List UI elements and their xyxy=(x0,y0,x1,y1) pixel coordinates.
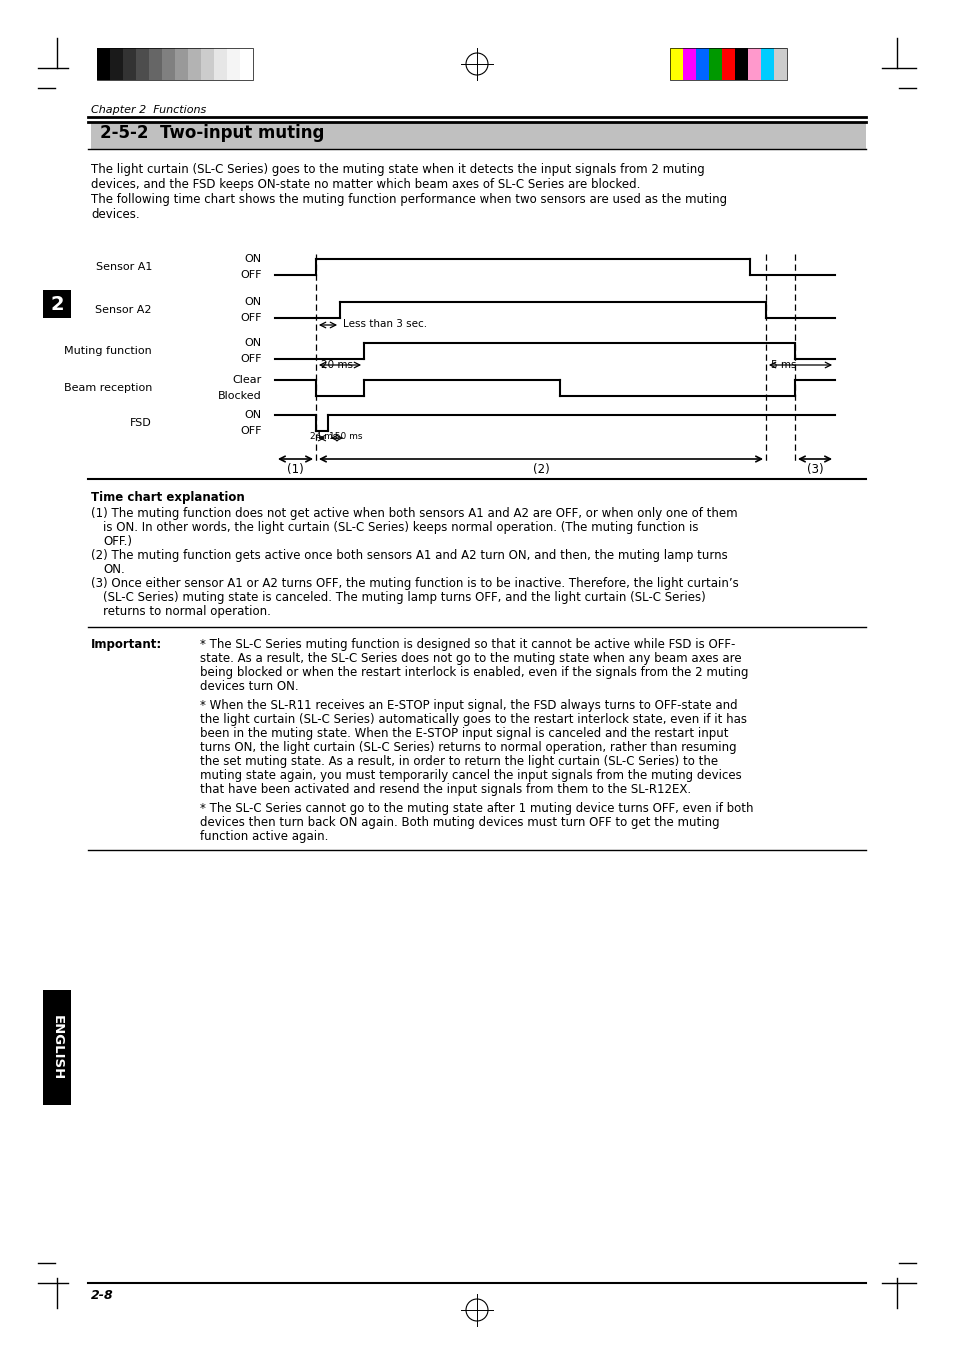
Text: devices turn ON.: devices turn ON. xyxy=(200,680,298,693)
Text: returns to normal operation.: returns to normal operation. xyxy=(103,605,271,617)
Text: Clear: Clear xyxy=(233,376,262,385)
Text: state. As a result, the SL-C Series does not go to the muting state when any bea: state. As a result, the SL-C Series does… xyxy=(200,653,740,665)
Bar xyxy=(43,990,71,1105)
Bar xyxy=(760,49,773,80)
Text: Blocked: Blocked xyxy=(218,390,262,401)
Bar xyxy=(149,49,162,80)
Text: (1) The muting function does not get active when both sensors A1 and A2 are OFF,: (1) The muting function does not get act… xyxy=(91,507,737,520)
Text: Beam reception: Beam reception xyxy=(64,382,152,393)
Bar xyxy=(162,49,174,80)
Text: (3): (3) xyxy=(806,463,822,476)
Text: OFF: OFF xyxy=(240,354,262,363)
Bar xyxy=(110,49,123,80)
Text: been in the muting state. When the E-STOP input signal is canceled and the resta: been in the muting state. When the E-STO… xyxy=(200,727,728,740)
Text: 150 ms: 150 ms xyxy=(329,432,362,440)
Text: the set muting state. As a result, in order to return the light curtain (SL-C Se: the set muting state. As a result, in or… xyxy=(200,755,718,767)
Text: * The SL-C Series muting function is designed so that it cannot be active while : * The SL-C Series muting function is des… xyxy=(200,638,735,651)
Text: 2-5-2  Two-input muting: 2-5-2 Two-input muting xyxy=(100,124,324,142)
Bar xyxy=(773,49,786,80)
Bar xyxy=(240,49,253,80)
Text: Important:: Important: xyxy=(91,638,162,651)
Bar xyxy=(188,49,201,80)
Bar xyxy=(174,49,188,80)
Text: function active again.: function active again. xyxy=(200,830,328,843)
Text: being blocked or when the restart interlock is enabled, even if the signals from: being blocked or when the restart interl… xyxy=(200,666,748,680)
Text: ON: ON xyxy=(245,409,262,420)
Text: Chapter 2  Functions: Chapter 2 Functions xyxy=(91,105,206,115)
Bar xyxy=(227,49,240,80)
Text: The following time chart shows the muting function performance when two sensors : The following time chart shows the mutin… xyxy=(91,193,726,205)
Text: (3) Once either sensor A1 or A2 turns OFF, the muting function is to be inactive: (3) Once either sensor A1 or A2 turns OF… xyxy=(91,577,738,590)
Bar xyxy=(708,49,721,80)
Bar xyxy=(43,290,71,317)
Text: ON.: ON. xyxy=(103,563,125,576)
Text: FSD: FSD xyxy=(131,417,152,428)
Bar xyxy=(97,49,253,80)
Text: ON: ON xyxy=(245,254,262,263)
Text: ENGLISH: ENGLISH xyxy=(51,1015,64,1081)
Text: * When the SL-R11 receives an E-STOP input signal, the FSD always turns to OFF-s: * When the SL-R11 receives an E-STOP inp… xyxy=(200,698,737,712)
Text: 2-8: 2-8 xyxy=(91,1289,113,1302)
Text: Time chart explanation: Time chart explanation xyxy=(91,490,245,504)
Text: that have been activated and resend the input signals from them to the SL-R12EX.: that have been activated and resend the … xyxy=(200,784,690,796)
Bar xyxy=(734,49,747,80)
Bar xyxy=(201,49,213,80)
Bar xyxy=(123,49,136,80)
Text: 20 ms: 20 ms xyxy=(320,359,353,370)
Text: Muting function: Muting function xyxy=(64,346,152,357)
Text: Sensor A2: Sensor A2 xyxy=(95,305,152,315)
Text: OFF: OFF xyxy=(240,313,262,323)
Bar xyxy=(682,49,696,80)
Text: ON: ON xyxy=(245,297,262,307)
Text: (1): (1) xyxy=(287,463,304,476)
Text: Sensor A1: Sensor A1 xyxy=(95,262,152,272)
Text: 24 ms: 24 ms xyxy=(310,432,337,440)
Text: OFF: OFF xyxy=(240,270,262,280)
Text: 5 ms: 5 ms xyxy=(770,359,796,370)
Text: Less than 3 sec.: Less than 3 sec. xyxy=(343,319,427,330)
Text: (2): (2) xyxy=(532,463,549,476)
Text: (2) The muting function gets active once both sensors A1 and A2 turn ON, and the: (2) The muting function gets active once… xyxy=(91,549,727,562)
Bar xyxy=(91,122,865,149)
Text: 2: 2 xyxy=(51,295,64,313)
Bar xyxy=(669,49,682,80)
Bar xyxy=(696,49,708,80)
Bar xyxy=(136,49,149,80)
Text: the light curtain (SL-C Series) automatically goes to the restart interlock stat: the light curtain (SL-C Series) automati… xyxy=(200,713,746,725)
Bar xyxy=(747,49,760,80)
Text: turns ON, the light curtain (SL-C Series) returns to normal operation, rather th: turns ON, the light curtain (SL-C Series… xyxy=(200,740,736,754)
Text: muting state again, you must temporarily cancel the input signals from the mutin: muting state again, you must temporarily… xyxy=(200,769,741,782)
Text: The light curtain (SL-C Series) goes to the muting state when it detects the inp: The light curtain (SL-C Series) goes to … xyxy=(91,163,704,176)
Bar xyxy=(97,49,110,80)
Text: devices then turn back ON again. Both muting devices must turn OFF to get the mu: devices then turn back ON again. Both mu… xyxy=(200,816,719,830)
Text: * The SL-C Series cannot go to the muting state after 1 muting device turns OFF,: * The SL-C Series cannot go to the mutin… xyxy=(200,802,753,815)
Text: OFF.): OFF.) xyxy=(103,535,132,549)
Text: OFF: OFF xyxy=(240,426,262,436)
Bar xyxy=(213,49,227,80)
Text: is ON. In other words, the light curtain (SL-C Series) keeps normal operation. (: is ON. In other words, the light curtain… xyxy=(103,521,698,534)
Text: (SL-C Series) muting state is canceled. The muting lamp turns OFF, and the light: (SL-C Series) muting state is canceled. … xyxy=(103,590,705,604)
Text: ON: ON xyxy=(245,338,262,349)
Bar xyxy=(669,49,786,80)
Bar xyxy=(721,49,734,80)
Text: devices.: devices. xyxy=(91,208,139,222)
Text: devices, and the FSD keeps ON-state no matter which beam axes of SL-C Series are: devices, and the FSD keeps ON-state no m… xyxy=(91,178,639,190)
